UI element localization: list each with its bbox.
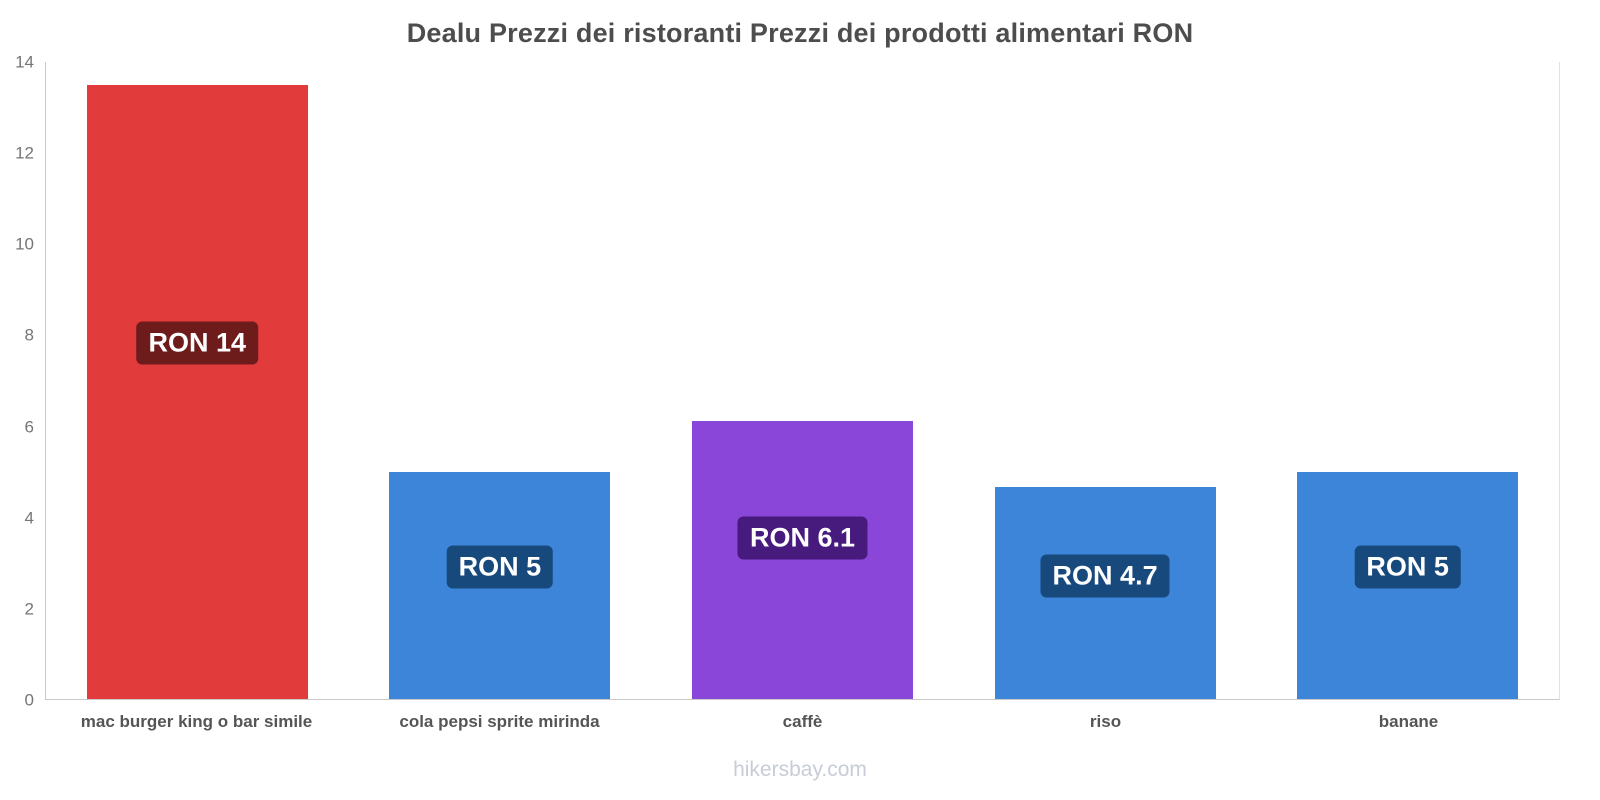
watermark-hikersbay: hikersbay.com <box>733 758 867 781</box>
x-category-label: riso <box>1089 712 1122 731</box>
x-axis-labels: mac burger king o bar simile cola pepsi s… <box>45 712 1560 732</box>
bar-2: RON 5 <box>389 471 611 699</box>
y-tick-label: 6 <box>24 417 34 437</box>
bar-value-label: RON 5 <box>446 545 554 589</box>
x-category-label: mac burger king o bar simile <box>80 712 313 731</box>
y-tick-label: 8 <box>24 325 34 345</box>
chart-title: Dealu Prezzi dei ristoranti Prezzi dei p… <box>406 18 1194 48</box>
bar-3: RON 6.1 <box>692 421 913 699</box>
x-category-label: caffè <box>782 712 823 731</box>
plot-area: RON 14 RON 5 RON 6.1 RON 4.7 RON 5 <box>45 62 1560 700</box>
x-category-label: banane <box>1378 712 1439 731</box>
bar-value-label: RON 14 <box>136 321 259 365</box>
y-tick-label: 2 <box>24 599 34 619</box>
bar-value-label: RON 5 <box>1354 545 1461 589</box>
x-category-label: cola pepsi sprite mirinda <box>399 712 600 731</box>
bar-4: RON 4.7 <box>994 487 1216 699</box>
y-tick-label: 4 <box>24 508 34 528</box>
bar-5: RON 5 <box>1297 471 1519 699</box>
y-tick-label: 10 <box>15 234 34 254</box>
bar-value-label: RON 6.1 <box>737 516 868 560</box>
y-tick-label: 12 <box>15 143 34 163</box>
bar-value-label: RON 4.7 <box>1040 554 1170 598</box>
bar-1: RON 14 <box>86 84 308 699</box>
y-axis: 0 2 4 6 8 10 12 14 <box>0 54 38 709</box>
y-tick-label: 0 <box>24 690 34 710</box>
y-tick-label: 14 <box>15 52 34 72</box>
